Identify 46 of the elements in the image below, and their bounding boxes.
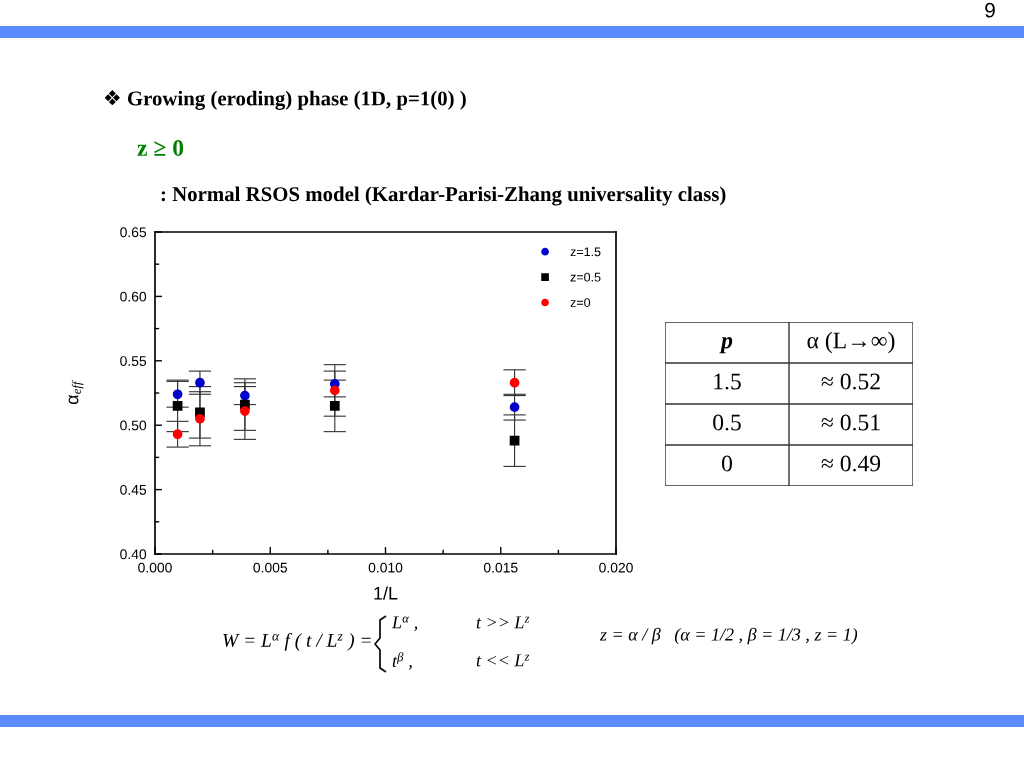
point: [329, 401, 340, 411]
text: α (L→∞): [807, 331, 895, 354]
y-axis-title: α$_{eff}$: [68, 380, 84, 405]
y-tick-label: 0.40: [120, 549, 147, 560]
x-tick-label: 0.015: [483, 562, 518, 573]
text: W = L$^{α}$ f ( t / L$^{z}$ ) =: [223, 632, 371, 651]
y-tick-label: 0.65: [120, 227, 147, 238]
chart-subtitle: z ≥ 0: [137, 139, 184, 156]
text: p: [719, 337, 733, 354]
y-tick-label: 0.50: [120, 420, 147, 431]
point: [329, 385, 340, 396]
point: [240, 406, 250, 416]
text: t << L$^{z}$: [476, 654, 530, 667]
text: 0.5: [713, 414, 741, 431]
text: t$^{β}$ ,: [392, 652, 412, 670]
point: [509, 402, 520, 413]
text: ≈ 0.51: [821, 414, 880, 431]
text: 9: [985, 2, 995, 18]
point: [195, 377, 205, 388]
text: z = α / β (α = 1/2 , β = 1/3 , z = 1): [599, 627, 858, 645]
point: [509, 435, 520, 446]
x-tick-label: 0.010: [368, 562, 403, 573]
point: [509, 377, 520, 388]
point: [240, 390, 250, 401]
y-tick-label: 0.55: [120, 356, 147, 366]
text: L$^{α}$ ,: [391, 616, 418, 632]
point: [172, 401, 183, 411]
text: ≈ 0.49: [821, 455, 881, 472]
text: t >> L$^{z}$: [476, 616, 530, 629]
text: ≈ 0.52: [821, 373, 880, 390]
y-tick-label: 0.45: [120, 484, 147, 495]
legend-label: z=0.5: [570, 272, 601, 282]
y-tick-label: 0.60: [120, 291, 147, 302]
legend-label: z=0: [570, 298, 591, 307]
text: 1.5: [714, 373, 741, 390]
point: [172, 389, 183, 400]
point: [172, 429, 183, 440]
legend-label: z=1.5: [570, 247, 601, 257]
x-tick-label: 0.020: [599, 562, 633, 573]
text: 0: [722, 455, 732, 472]
x-tick-label: 0.005: [253, 562, 288, 573]
x-tick-label: 0.000: [138, 562, 172, 573]
text: : Normal RSOS model (Kardar-Parisi-Zhang universality class): [161, 186, 726, 206]
x-axis-title: 1/L: [374, 586, 398, 600]
point: [195, 413, 205, 424]
chart-title: ❖ Growing (eroding) phase (1D, p=1(0) ): [104, 90, 466, 110]
